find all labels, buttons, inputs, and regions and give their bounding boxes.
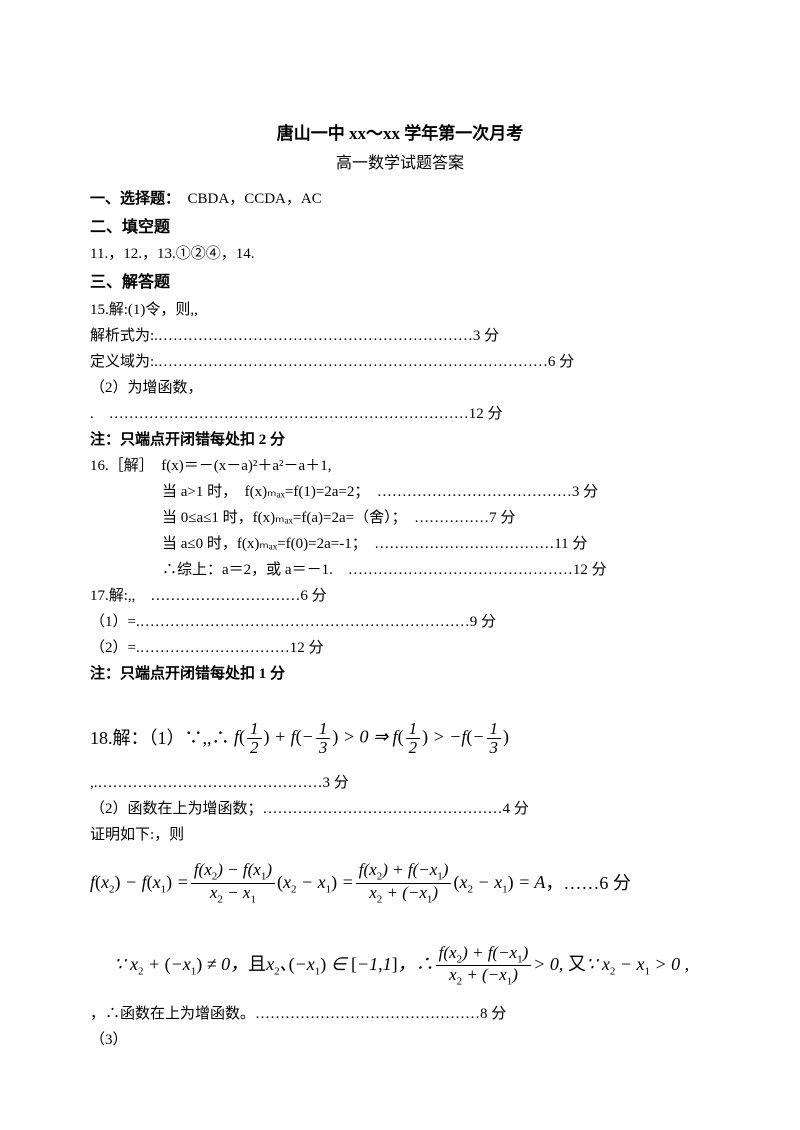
q18-math1: 18.解：（1）∵,,∴ f(12) + f(−13) > 0 ⇒ f(12) … (90, 720, 710, 757)
q18-l3: （2）函数在上为增函数；…………………………………………4 分 (90, 797, 710, 821)
q16-l1: 16.［解］ f(x)＝－(x－a)²＋a²－a＋1, (90, 454, 710, 478)
q16-l3: 当 0≤a≤1 时，f(x)ₘₐₓ=f(a)=2a=（舍）； ……………7 分 (90, 506, 710, 530)
q17-l3: （2）=.…………………………12 分 (90, 636, 710, 660)
q16-l4: 当 a≤0 时，f(x)ₘₐₓ=f(0)=2a=-1； ………………………………… (90, 532, 710, 556)
section2-head: 二、填空题 (90, 215, 710, 241)
q18-math3: ∵ x2 + (−x1) ≠ 0，且x2､(−x1) ∈ [−1,1]，∴ f(… (90, 944, 710, 989)
q18-l8: （3） (90, 1028, 710, 1052)
q16-l5: ∴综上：a＝2，或 a＝－1. ………………………………………12 分 (90, 558, 710, 582)
page-subtitle: 高一数学试题答案 (90, 151, 710, 177)
q15-l2: 解析式为:.………………………………………………………3 分 (90, 324, 710, 348)
note2: 注：只端点开闭错每处扣 1 分 (90, 662, 710, 686)
section1-body: CBDA，CCDA，AC (173, 191, 322, 207)
q18-l2: ,.………………………………………3 分 (90, 771, 710, 795)
q18-l1-prefix: 18.解：（1）∵,,∴ (90, 724, 230, 753)
section2-line: 11.，12.，13.①②④，14. (90, 242, 710, 266)
q18-math2: f(x2) − f(x1) = f(x2) − f(x1)x2 − x1 (x2… (90, 861, 710, 906)
q15-l1: 15.解:(1)令，则,, (90, 298, 710, 322)
q17-l1: 17.解:,, …………………………6 分 (90, 584, 710, 608)
q18-l7: ，∴函数在上为增函数。………………………………………8 分 (90, 1002, 710, 1026)
note1: 注：只端点开闭错每处扣 2 分 (90, 428, 710, 452)
q18-l4: 证明如下:，则 (90, 823, 710, 847)
section1: 一、选择题： CBDA，CCDA，AC (90, 187, 710, 211)
page-title: 唐山一中 xx～xx 学年第一次月考 (90, 120, 710, 147)
section3-head: 三、解答题 (90, 270, 710, 296)
q15-l5: . ………………………………………………………………12 分 (90, 402, 710, 426)
q17-l2: （1）=.…………………………………………………………9 分 (90, 610, 710, 634)
q15-l3: 定义域为:.……………………………………………………………………6 分 (90, 350, 710, 374)
q16-l2: 当 a>1 时， f(x)ₘₐₓ=f(1)=2a=2； ………………………………… (90, 480, 710, 504)
q15-l4: （2）为增函数， (90, 376, 710, 400)
q18-l5-suffix: ，……6 分 (545, 869, 631, 898)
section1-head: 一、选择题： (90, 191, 173, 207)
